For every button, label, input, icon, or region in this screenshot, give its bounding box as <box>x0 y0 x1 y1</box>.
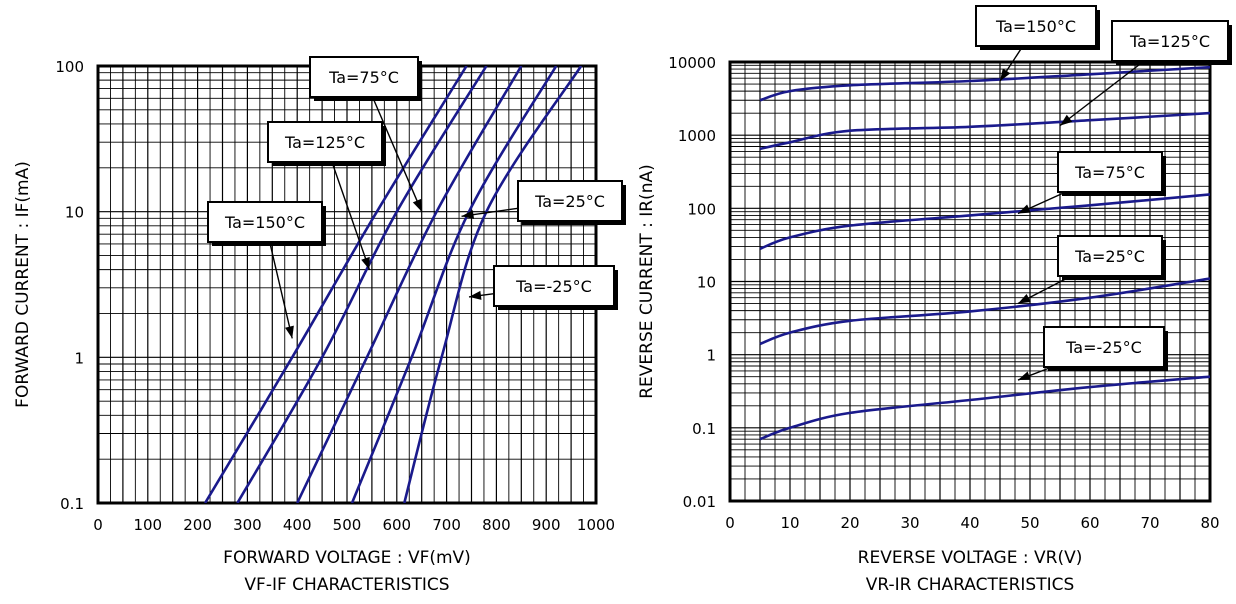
x-tick-label: 200 <box>183 516 212 534</box>
y-tick-label: 100 <box>687 200 716 218</box>
y-axis-label: REVERSE CURRENT : IR(nA) <box>637 164 657 398</box>
x-tick-label: 80 <box>1200 514 1219 532</box>
callout-arrowhead <box>1060 115 1072 126</box>
y-axis-label: FORWARD CURRENT : IF(mA) <box>13 161 33 408</box>
callout-label: Ta=150°C <box>224 213 305 232</box>
y-tick-label: 0.1 <box>692 420 716 438</box>
x-tick-label: 40 <box>960 514 979 532</box>
callout-arrow <box>332 162 369 270</box>
x-tick-label: 70 <box>1140 514 1159 532</box>
y-tick-label: 1 <box>706 347 716 365</box>
callout-label: Ta=-25°C <box>1065 338 1142 357</box>
y-tick-label: 0.01 <box>683 493 716 511</box>
chart-title: VF-IF CHARACTERISTICS <box>244 575 449 595</box>
x-tick-label: 0 <box>725 514 735 532</box>
y-tick-label: 1 <box>74 349 84 367</box>
x-tick-label: 60 <box>1080 514 1099 532</box>
callout-label: Ta=75°C <box>328 68 399 87</box>
callout-arrowhead <box>413 199 422 212</box>
callout-label: Ta=75°C <box>1074 163 1145 182</box>
x-tick-label: 0 <box>93 516 103 534</box>
x-tick-label: 900 <box>532 516 561 534</box>
callout-arrowhead <box>361 257 370 270</box>
callout-arrowhead <box>1018 204 1031 213</box>
chart-title: VR-IR CHARACTERISTICS <box>866 575 1075 595</box>
y-tick-label: 10 <box>697 274 716 292</box>
x-tick-label: 10 <box>780 514 799 532</box>
y-tick-label: 0.1 <box>60 495 84 513</box>
x-axis-label: REVERSE VOLTAGE : VR(V) <box>858 548 1083 568</box>
callout-label: Ta=-25°C <box>515 277 592 296</box>
x-tick-label: 700 <box>432 516 461 534</box>
callout-label: Ta=25°C <box>534 192 605 211</box>
callout-arrowhead <box>469 291 481 300</box>
x-tick-label: 600 <box>382 516 411 534</box>
y-tick-label: 100 <box>55 58 84 76</box>
x-tick-label: 500 <box>333 516 362 534</box>
x-tick-label: 300 <box>233 516 262 534</box>
x-tick-label: 1000 <box>577 516 615 534</box>
callout-label: Ta=25°C <box>1074 247 1145 266</box>
y-tick-label: 10 <box>65 204 84 222</box>
y-tick-label: 10000 <box>668 54 716 72</box>
callout-arrowhead <box>285 326 294 339</box>
x-tick-label: 50 <box>1020 514 1039 532</box>
callout-label: Ta=150°C <box>995 17 1076 36</box>
callout-arrowhead <box>1018 372 1031 381</box>
y-tick-label: 1000 <box>678 127 716 145</box>
callout-label: Ta=125°C <box>1129 32 1210 51</box>
x-tick-label: 800 <box>482 516 511 534</box>
callout-arrow <box>270 242 293 338</box>
x-axis-label: FORWARD VOLTAGE : VF(mV) <box>223 548 471 568</box>
callout-label: Ta=125°C <box>284 133 365 152</box>
x-tick-label: 30 <box>900 514 919 532</box>
x-tick-label: 400 <box>283 516 312 534</box>
vf-if-chart: 0 100 200 300 400 500 600 700 800 900 1000 0.1 1 10 10… <box>13 57 626 595</box>
vr-ir-chart: 0 10 20 30 40 50 60 70 80 0.01 0.1 1 10 100 1000 10000 R… <box>637 6 1232 595</box>
callout-arrowhead <box>1018 294 1031 304</box>
callout-arrow <box>1060 61 1144 126</box>
x-tick-label: 100 <box>133 516 162 534</box>
x-tick-label: 20 <box>840 514 859 532</box>
